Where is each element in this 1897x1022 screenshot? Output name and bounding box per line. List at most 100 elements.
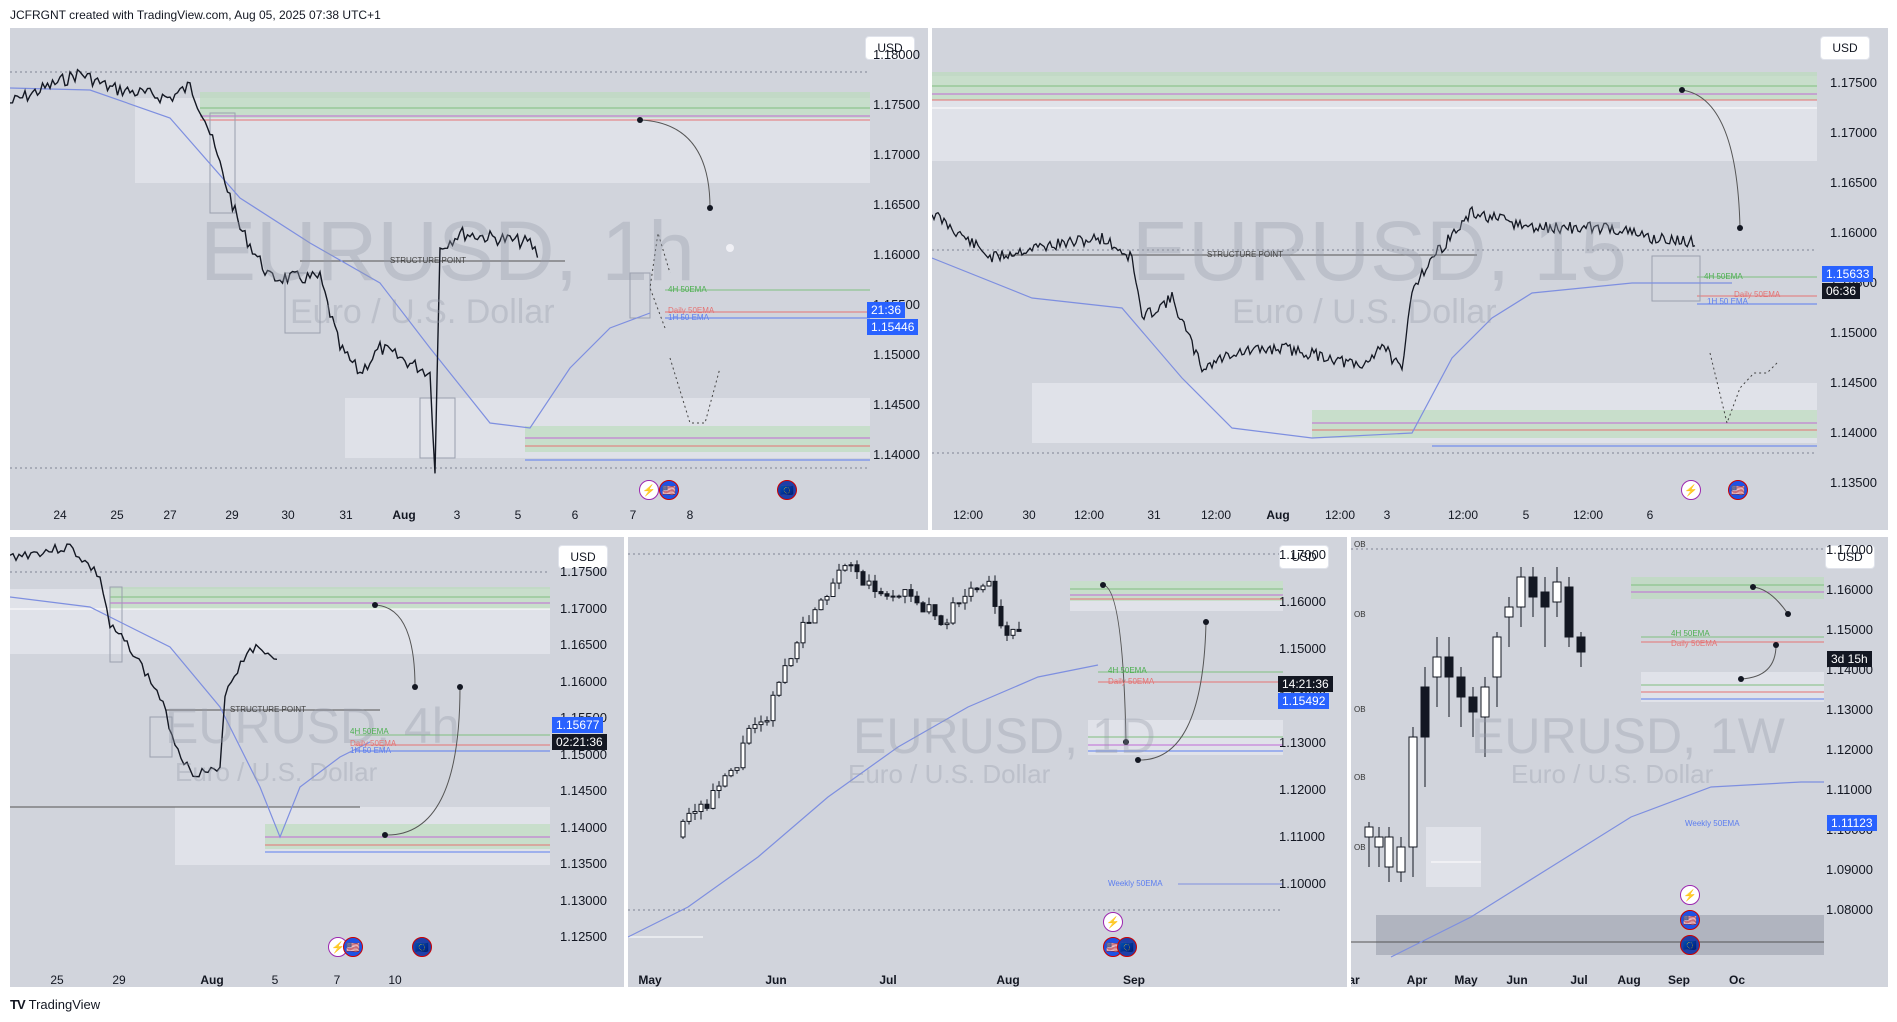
candle-body xyxy=(1432,656,1442,678)
candle-body xyxy=(986,580,992,587)
chart-canvas-1w[interactable] xyxy=(1351,537,1888,987)
symbol-description-watermark: Euro / U.S. Dollar xyxy=(1511,759,1714,789)
chart-panel-4h[interactable]: EURUSD, 4h Euro / U.S. Dollar STRUCTURE … xyxy=(10,537,624,987)
time-axis-tick: May xyxy=(638,973,662,987)
ob-label: OB xyxy=(1354,773,1366,782)
time-axis-tick: Jun xyxy=(1506,973,1528,987)
ema-4h-label: 4H 50EMA xyxy=(1108,666,1147,675)
currency-button[interactable]: USD xyxy=(1279,545,1329,569)
candle-body xyxy=(1004,625,1010,636)
price-axis-tick: 1.12500 xyxy=(560,929,607,944)
time-axis-tick: 5 xyxy=(1522,508,1530,522)
chart-canvas-4h[interactable] xyxy=(10,537,624,987)
candle-body xyxy=(884,593,890,597)
candle-body xyxy=(938,615,944,626)
candle-body xyxy=(782,665,788,683)
eu-event-icon[interactable]: 🇪🇺 xyxy=(1680,935,1700,955)
last-price-tag: 1.15677 xyxy=(552,717,604,733)
price-axis-tick: 1.17000 xyxy=(873,147,920,162)
time-axis-tick: Oc xyxy=(1728,973,1746,987)
price-axis-tick: 1.17500 xyxy=(560,564,607,579)
eu-event-icon[interactable]: 🇪🇺 xyxy=(1117,937,1137,957)
candle-body xyxy=(764,720,770,723)
time-axis-tick: 29 xyxy=(225,508,239,522)
candle-body xyxy=(932,604,938,617)
ema-daily-label: Daily 50EMA xyxy=(668,306,715,315)
time-axis-tick: 12:00 xyxy=(1200,508,1232,522)
candle-body xyxy=(896,595,902,598)
chart-panel-1h[interactable]: EURUSD, 1h Euro / U.S. Dollar STRUCTURE … xyxy=(10,28,928,530)
candle-body xyxy=(1468,696,1478,713)
chart-canvas-15m[interactable] xyxy=(932,28,1888,530)
us-event-icon[interactable]: 🇺🇸 xyxy=(343,937,363,957)
candle-body xyxy=(1552,581,1562,603)
candle-body xyxy=(1564,586,1574,638)
candle-body xyxy=(950,602,956,624)
ob-label: OB xyxy=(1354,705,1366,714)
structure-point-label: STRUCTURE POINT xyxy=(1207,250,1283,259)
price-axis-tick: 1.14500 xyxy=(1830,375,1877,390)
ob-label: OB xyxy=(1354,540,1366,549)
eu-event-icon[interactable]: 🇪🇺 xyxy=(412,937,432,957)
candle-body xyxy=(740,742,746,769)
candle-body xyxy=(974,587,980,591)
currency-button[interactable]: USD xyxy=(1820,36,1870,60)
candle-body xyxy=(830,582,836,598)
candle-body xyxy=(1364,826,1374,838)
candle-body xyxy=(836,569,842,584)
chart-panel-1d[interactable]: EURUSD, 1D Euro / U.S. Dollar 4H 50EMA D… xyxy=(628,537,1347,987)
structure-point-label: STRUCTURE POINT xyxy=(390,256,466,265)
eu-event-icon[interactable]: 🇪🇺 xyxy=(777,480,797,500)
symbol-watermark: EURUSD, 1h xyxy=(200,204,695,298)
candle-body xyxy=(1528,576,1538,598)
countdown-tag: 06:36 xyxy=(1822,283,1861,299)
countdown-tag: 14:21:36 xyxy=(1278,676,1333,692)
last-price-tag: 1.15492 xyxy=(1278,693,1330,709)
candle-body xyxy=(1576,636,1586,653)
candle-body xyxy=(776,681,782,696)
lightning-event-icon[interactable]: ⚡ xyxy=(1680,885,1700,905)
chart-canvas-1h[interactable] xyxy=(10,28,928,530)
time-axis-tick: Jul xyxy=(1570,973,1588,987)
time-axis-tick: 25 xyxy=(110,508,124,522)
us-event-icon[interactable]: 🇺🇸 xyxy=(659,480,679,500)
countdown-tag: 21:36 xyxy=(867,302,906,318)
symbol-description-watermark: Euro / U.S. Dollar xyxy=(1232,293,1497,331)
ema-4h-label: 4H 50EMA xyxy=(668,285,707,294)
time-axis-tick: 12:00 xyxy=(952,508,984,522)
currency-button[interactable]: USD xyxy=(1825,545,1875,569)
price-axis-tick: 1.16000 xyxy=(873,247,920,262)
tradingview-footer: TV TradingView xyxy=(10,997,100,1012)
ema-daily-label: Daily 50EMA xyxy=(350,739,397,748)
time-axis-tick: Apr xyxy=(1406,973,1428,987)
us-event-icon[interactable]: 🇺🇸 xyxy=(1680,910,1700,930)
price-axis-tick: 1.17000 xyxy=(1830,125,1877,140)
us-event-icon[interactable]: 🇺🇸 xyxy=(1728,480,1748,500)
candle-body xyxy=(854,564,860,573)
price-axis-tick: 1.13000 xyxy=(560,892,607,908)
candle-body xyxy=(878,591,884,595)
candle-body xyxy=(800,621,806,644)
lightning-event-icon[interactable]: ⚡ xyxy=(639,480,659,500)
chart-canvas-1d[interactable] xyxy=(628,537,1347,987)
chart-panel-1w[interactable]: EURUSD, 1W Euro / U.S. Dollar 4H 50EMA D… xyxy=(1351,537,1888,987)
ema-daily-label: Daily 50EMA xyxy=(1108,677,1155,686)
currency-button[interactable]: USD xyxy=(865,36,915,60)
chart-panel-15m[interactable]: EURUSD, 15 Euro / U.S. Dollar STRUCTURE … xyxy=(932,28,1888,530)
price-axis-tick: 1.12000 xyxy=(1826,742,1873,757)
countdown-tag: 02:21:36 xyxy=(552,734,607,750)
lightning-event-icon[interactable]: ⚡ xyxy=(1681,480,1701,500)
candle-body xyxy=(1420,686,1430,738)
candle-body xyxy=(866,580,872,586)
ema-4h-label: 4H 50EMA xyxy=(1671,629,1710,638)
candle-body xyxy=(752,724,758,729)
price-axis-tick: 1.15000 xyxy=(1279,641,1326,656)
candle-body xyxy=(872,580,878,593)
ema-weekly-label: Weekly 50EMA xyxy=(1685,819,1740,828)
candle-body xyxy=(824,596,830,601)
chart-attribution: JCFRGNT created with TradingView.com, Au… xyxy=(10,8,381,22)
lightning-event-icon[interactable]: ⚡ xyxy=(1103,912,1123,932)
candle-body xyxy=(1016,628,1022,632)
price-axis-tick: 1.11000 xyxy=(1826,782,1873,797)
currency-button[interactable]: USD xyxy=(558,545,608,569)
